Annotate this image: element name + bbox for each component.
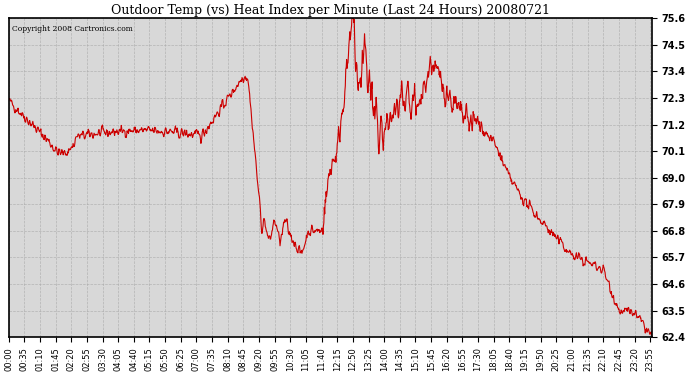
- Title: Outdoor Temp (vs) Heat Index per Minute (Last 24 Hours) 20080721: Outdoor Temp (vs) Heat Index per Minute …: [111, 4, 550, 17]
- Text: Copyright 2008 Cartronics.com: Copyright 2008 Cartronics.com: [12, 25, 132, 33]
